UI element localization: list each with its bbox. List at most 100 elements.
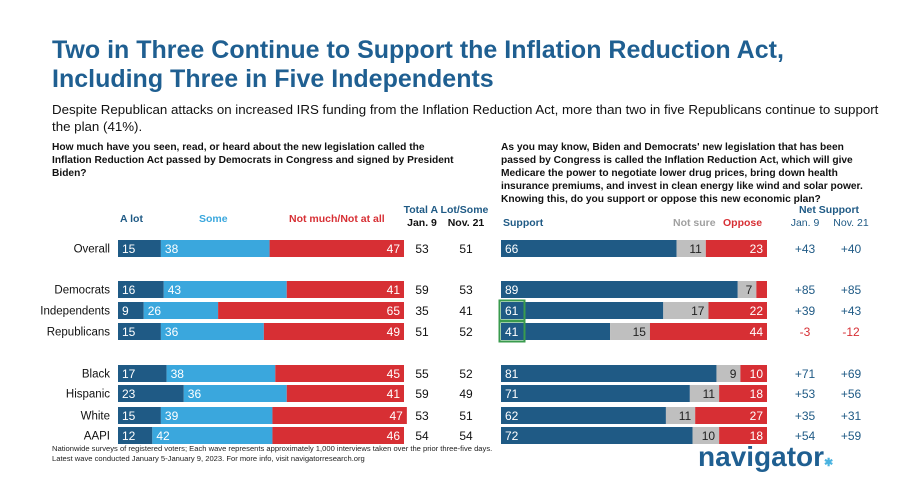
bar-label-democrats-left-2: 41 <box>387 283 401 297</box>
bar-aapi-right-1 <box>692 427 720 444</box>
bar-black-right-0 <box>501 365 717 382</box>
bar-label-hispanic-right-2: 18 <box>750 387 764 401</box>
bar-label-white-right-1: 11 <box>679 409 692 423</box>
bar-label-republicans-right-2: 44 <box>750 325 764 339</box>
bar-label-aapi-right-0: 72 <box>505 429 519 443</box>
awareness-question: How much have you seen, read, or heard a… <box>52 142 454 179</box>
row-label-black: Black <box>82 369 110 381</box>
bar-democrats-left-0 <box>118 281 164 298</box>
bar-independents-left-0 <box>118 302 144 319</box>
bar-label-white-left-0: 15 <box>122 409 136 423</box>
logo-text: navigator <box>698 441 825 472</box>
net-nov21-black: +69 <box>841 367 862 381</box>
bar-black-right-2 <box>740 365 767 382</box>
row-label-independents: Independents <box>40 306 110 318</box>
bar-label-hispanic-left-1: 36 <box>188 387 202 401</box>
bar-label-hispanic-right-0: 71 <box>505 387 519 401</box>
net-jan9-aapi: +54 <box>795 429 816 443</box>
bar-white-left-0 <box>118 407 161 424</box>
bar-republicans-right-1 <box>610 323 650 340</box>
navigator-logo: navigator✱ <box>698 441 833 473</box>
header-net-nov21: Nov. 21 <box>833 217 869 229</box>
bar-democrats-right-2 <box>756 281 767 298</box>
bar-aapi-left-0 <box>118 427 153 444</box>
bar-label-aapi-right-2: 18 <box>750 429 764 443</box>
bar-overall-left-0 <box>118 240 161 257</box>
bar-label-hispanic-right-1: 11 <box>703 387 716 401</box>
row-label-overall: Overall <box>74 244 110 256</box>
bar-label-independents-right-1: 17 <box>691 304 705 318</box>
bar-hispanic-left-0 <box>118 385 184 402</box>
net-nov21-republicans: -12 <box>842 325 860 339</box>
row-label-white: White <box>81 411 110 423</box>
net-jan9-democrats: +85 <box>795 283 816 297</box>
bar-black-left-0 <box>118 365 167 382</box>
header-total-nov21: Nov. 21 <box>448 217 485 229</box>
total-jan9-white: 53 <box>415 409 429 423</box>
support-question: As you may know, Biden and Democrats' ne… <box>501 142 863 205</box>
bar-label-aapi-left-0: 12 <box>122 429 136 443</box>
bar-black-right-1 <box>716 365 741 382</box>
bar-democrats-left-1 <box>163 281 287 298</box>
bar-label-independents-left-0: 9 <box>122 304 129 318</box>
footnote-line-1: Nationwide surveys of registered voters;… <box>52 444 493 453</box>
bar-overall-right-0 <box>501 240 677 257</box>
bar-label-overall-right-2: 23 <box>750 242 764 256</box>
bar-label-black-right-1: 9 <box>730 367 737 381</box>
bar-label-black-right-2: 10 <box>750 367 764 381</box>
bar-label-white-right-0: 62 <box>505 409 519 423</box>
bar-label-independents-right-0: 61 <box>505 304 519 318</box>
bar-hispanic-right-2 <box>719 385 767 402</box>
bar-label-democrats-left-0: 16 <box>122 283 136 297</box>
bar-label-hispanic-left-0: 23 <box>122 387 136 401</box>
bar-democrats-left-2 <box>286 281 404 298</box>
bar-black-left-1 <box>166 365 276 382</box>
bar-label-independents-left-2: 65 <box>387 304 401 318</box>
bar-label-aapi-left-1: 42 <box>156 429 170 443</box>
header-not-sure: Not sure <box>673 217 716 229</box>
bar-republicans-right-0 <box>501 323 611 340</box>
bar-hispanic-right-0 <box>501 385 690 402</box>
bar-label-white-right-2: 27 <box>750 409 764 423</box>
header-not-much: Not much/Not at all <box>289 213 385 225</box>
bar-label-white-left-1: 39 <box>165 409 179 423</box>
total-nov21-republicans: 52 <box>459 325 473 339</box>
bar-independents-left-1 <box>143 302 219 319</box>
bar-republicans-left-0 <box>118 323 161 340</box>
total-jan9-democrats: 59 <box>415 283 429 297</box>
bar-label-republicans-left-1: 36 <box>165 325 179 339</box>
bar-white-right-1 <box>665 407 696 424</box>
net-nov21-overall: +40 <box>841 242 862 256</box>
bar-label-black-right-0: 81 <box>505 367 519 381</box>
bar-independents-right-2 <box>708 302 767 319</box>
bar-label-aapi-right-1: 10 <box>702 429 716 443</box>
total-nov21-independents: 41 <box>459 304 473 318</box>
bar-white-right-0 <box>501 407 666 424</box>
row-label-aapi: AAPI <box>84 431 110 443</box>
bar-label-hispanic-left-2: 41 <box>387 387 401 401</box>
header-support: Support <box>503 217 544 229</box>
net-nov21-white: +31 <box>841 409 862 423</box>
bar-aapi-right-0 <box>501 427 693 444</box>
header-a-lot: A lot <box>120 213 143 225</box>
total-nov21-black: 52 <box>459 367 473 381</box>
bar-label-democrats-right-0: 89 <box>505 283 519 297</box>
bar-democrats-right-0 <box>501 281 738 298</box>
bar-independents-left-2 <box>218 302 404 319</box>
bar-label-democrats-left-1: 43 <box>168 283 182 297</box>
bar-label-republicans-right-1: 15 <box>633 325 647 339</box>
net-nov21-independents: +43 <box>841 304 862 318</box>
total-nov21-overall: 51 <box>459 242 473 256</box>
bar-aapi-left-1 <box>152 427 273 444</box>
total-jan9-independents: 35 <box>415 304 429 318</box>
total-nov21-democrats: 53 <box>459 283 473 297</box>
bar-aapi-left-2 <box>272 427 404 444</box>
bar-label-white-left-2: 47 <box>390 409 404 423</box>
bar-hispanic-left-1 <box>183 385 287 402</box>
total-jan9-aapi: 54 <box>415 429 429 443</box>
row-label-republicans: Republicans <box>47 327 111 339</box>
bar-republicans-right-2 <box>649 323 767 340</box>
bar-label-overall-left-2: 47 <box>387 242 401 256</box>
bar-white-left-2 <box>272 407 407 424</box>
